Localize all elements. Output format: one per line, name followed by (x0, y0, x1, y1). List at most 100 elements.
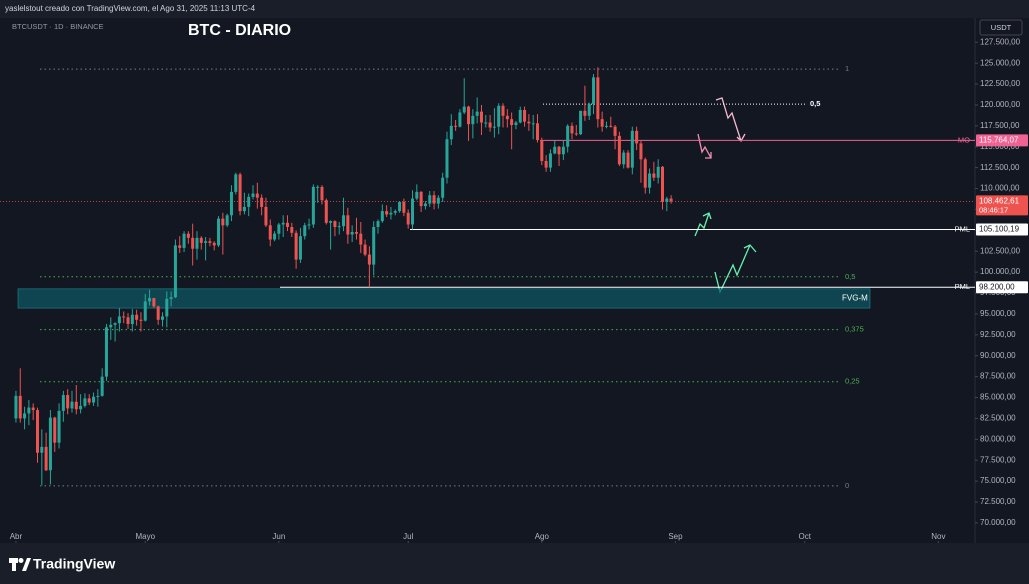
candle-body (346, 215, 350, 235)
candle-body (656, 166, 660, 178)
current-price: 108.462,61 (979, 197, 1020, 206)
y-tick-label: 92.500,00 (980, 330, 1016, 339)
candle-body (622, 152, 626, 165)
candle-body (113, 323, 117, 325)
candle-body (600, 119, 604, 127)
candle-body (70, 401, 74, 409)
candle-body (660, 166, 665, 202)
candle-body (79, 405, 83, 410)
candle-body (441, 177, 445, 198)
candle-body (635, 130, 639, 144)
candle-body (35, 410, 40, 453)
plot: FVG-M 1 0,5 0,375 0,25 0 0,5 MO PML PML (0, 64, 975, 490)
candle-body (583, 110, 587, 116)
x-tick-label: Abr (10, 532, 23, 541)
candle-body (406, 212, 410, 225)
candle-body (40, 446, 44, 453)
candle-body (613, 126, 617, 136)
currency: USDT (991, 23, 1012, 32)
candle-body (260, 197, 264, 207)
candle-body (87, 398, 91, 403)
candle-body (23, 413, 27, 419)
y-tick-label: 77.500,00 (980, 455, 1016, 464)
candle-body (61, 395, 65, 411)
candle-body (268, 225, 272, 240)
candle-body (488, 122, 492, 128)
candle-body (501, 105, 505, 116)
candle-body (100, 376, 104, 396)
candle-body (535, 123, 540, 141)
candle-body (126, 317, 130, 324)
candle-body (410, 198, 415, 225)
candle-body (574, 133, 578, 135)
candle-body (333, 221, 337, 227)
candle-body (104, 327, 108, 377)
candle-body (626, 152, 630, 168)
candle-body (130, 314, 134, 324)
candle-body (527, 121, 531, 124)
candle-body (160, 316, 165, 320)
candle-body (277, 224, 281, 234)
y-tick-label: 82.500,00 (980, 414, 1016, 423)
candle-body (557, 146, 561, 155)
candle-body (479, 111, 483, 123)
candle-body (376, 221, 380, 227)
candle-body (18, 395, 22, 419)
mo-price-box (976, 134, 1028, 147)
candle-body (225, 215, 229, 226)
candle-body (48, 417, 52, 471)
candle-body (221, 218, 225, 226)
candle-body (53, 417, 57, 443)
countdown: 08:46:17 (979, 205, 1008, 214)
attribution: yaslelstout creado con TradingView.com, … (5, 4, 256, 13)
candle-body (117, 316, 121, 324)
candle-body (182, 233, 186, 248)
candle-body (109, 324, 113, 328)
fib-label: 0,375 (845, 325, 864, 334)
candle-body (665, 198, 669, 202)
candle-body (643, 159, 647, 188)
candle-body (27, 407, 31, 414)
candle-body (195, 237, 199, 249)
pml-price-box (976, 281, 1028, 294)
candle-body (148, 298, 152, 302)
candle-body (531, 123, 535, 125)
candle-body (251, 193, 255, 197)
y-tick-label: 80.000,00 (980, 434, 1016, 443)
candle-body (74, 401, 78, 410)
candle-body (484, 122, 488, 124)
candle-body (423, 203, 427, 207)
candle-body (372, 226, 376, 265)
candle-body (617, 135, 621, 165)
candle-body (652, 173, 656, 178)
candle-body (337, 226, 341, 228)
fib-label: 1 (845, 64, 849, 73)
candle-body (367, 254, 371, 265)
candle-body (173, 245, 177, 298)
candle-body (432, 195, 436, 204)
y-tick-label: 125.000,00 (980, 58, 1021, 67)
candle-body (359, 233, 363, 245)
pml-label: PML (955, 224, 970, 233)
y-tick-label: 110.000,00 (980, 184, 1020, 193)
y-tick-label: 122.500,00 (980, 79, 1021, 88)
candle-body (596, 77, 600, 120)
candle-body (96, 395, 100, 397)
candle-body (510, 119, 514, 126)
y-tick-label: 95.000,00 (980, 309, 1016, 318)
x-tick-label: Jul (403, 532, 413, 541)
candle-body (548, 153, 552, 168)
candle-body (393, 211, 397, 213)
candle-body (570, 125, 574, 134)
candle-body (561, 146, 565, 155)
candle-body (389, 212, 393, 215)
top-bar (0, 0, 1029, 18)
candle-body (92, 396, 96, 403)
mo-label: MO (958, 135, 970, 144)
candle-body (238, 174, 242, 212)
pml-price-box (976, 223, 1028, 236)
candle-body (165, 298, 169, 317)
candle-body (449, 125, 453, 140)
candle-body (462, 106, 466, 113)
x-tick-label: Oct (799, 532, 812, 541)
